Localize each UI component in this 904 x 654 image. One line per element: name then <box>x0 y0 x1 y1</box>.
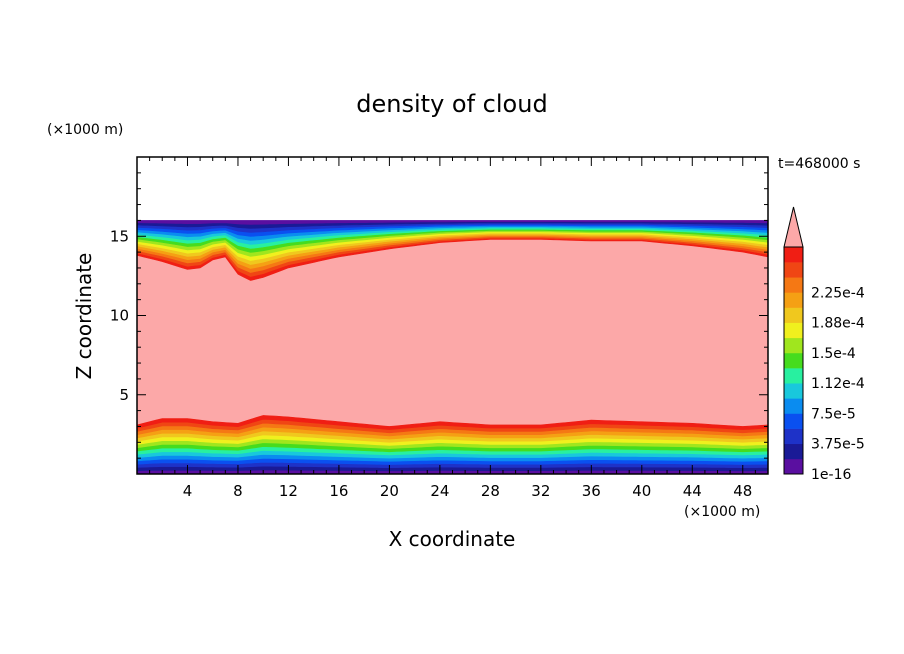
colorbar-swatch <box>784 458 803 475</box>
colorbar-label: 2.25e-4 <box>811 285 865 301</box>
colorbar-label: 1.5e-4 <box>811 346 856 362</box>
colorbar-swatch <box>784 277 803 293</box>
upper-contour-band <box>137 220 768 225</box>
x-tick-label: 48 <box>733 482 752 500</box>
chart-title: density of cloud <box>356 90 547 118</box>
time-label: t=468000 s <box>778 156 860 172</box>
x-tick-label: 44 <box>683 482 702 500</box>
x-tick-label: 24 <box>430 482 449 500</box>
colorbar-label: 1.88e-4 <box>811 316 865 332</box>
y-axis-label: Z coordinate <box>72 253 96 380</box>
colorbar-label: 1.12e-4 <box>811 376 865 392</box>
x-tick-label: 16 <box>329 482 348 500</box>
y-tick-label: 10 <box>110 307 129 325</box>
colorbar-swatch <box>784 292 803 308</box>
x-tick-label: 36 <box>582 482 601 500</box>
x-axis-label: X coordinate <box>389 527 516 551</box>
colorbar-swatch <box>784 368 803 384</box>
colorbar: 1e-16 3.75e-5 7.5e-5 1.12e-4 1.5e-4 1.88e-4 2.… <box>783 206 865 483</box>
y-tick-label: 15 <box>110 227 129 245</box>
x-tick-label: 8 <box>233 482 243 500</box>
y-unit-label: (×1000 m) <box>47 122 123 138</box>
colorbar-overflow-triangle <box>783 206 804 248</box>
colorbar-frame <box>783 246 804 475</box>
x-tick-label: 32 <box>531 482 550 500</box>
colorbar-swatch <box>784 398 803 414</box>
colorbar-label: 3.75e-5 <box>811 437 865 453</box>
x-tick-label: 4 <box>183 482 193 500</box>
colorbar-label: 1e-16 <box>811 467 851 483</box>
colorbar-swatch <box>784 262 803 278</box>
x-axis-ticks: 4 8 12 16 20 24 28 32 36 40 44 48 <box>149 157 756 500</box>
colorbar-swatch <box>784 352 803 369</box>
colorbar-swatch <box>784 337 803 354</box>
colorbar-swatch <box>784 413 803 429</box>
colorbar-swatch <box>784 443 803 460</box>
x-tick-label: 12 <box>279 482 298 500</box>
y-axis-ticks: 5 10 15 <box>110 172 768 459</box>
x-tick-label: 28 <box>481 482 500 500</box>
y-tick-label: 5 <box>119 386 129 404</box>
lower-contour-band <box>137 415 768 430</box>
x-tick-label: 40 <box>632 482 651 500</box>
colorbar-swatch <box>784 428 803 445</box>
colorbar-label: 7.5e-5 <box>811 406 856 422</box>
colorbar-swatch <box>784 383 803 399</box>
cloud-core-region <box>137 239 768 427</box>
colorbar-swatch <box>784 322 803 339</box>
colorbar-swatch <box>784 307 803 323</box>
colorbar-swatch <box>784 247 803 263</box>
x-unit-label: (×1000 m) <box>684 504 760 520</box>
x-tick-label: 20 <box>380 482 399 500</box>
